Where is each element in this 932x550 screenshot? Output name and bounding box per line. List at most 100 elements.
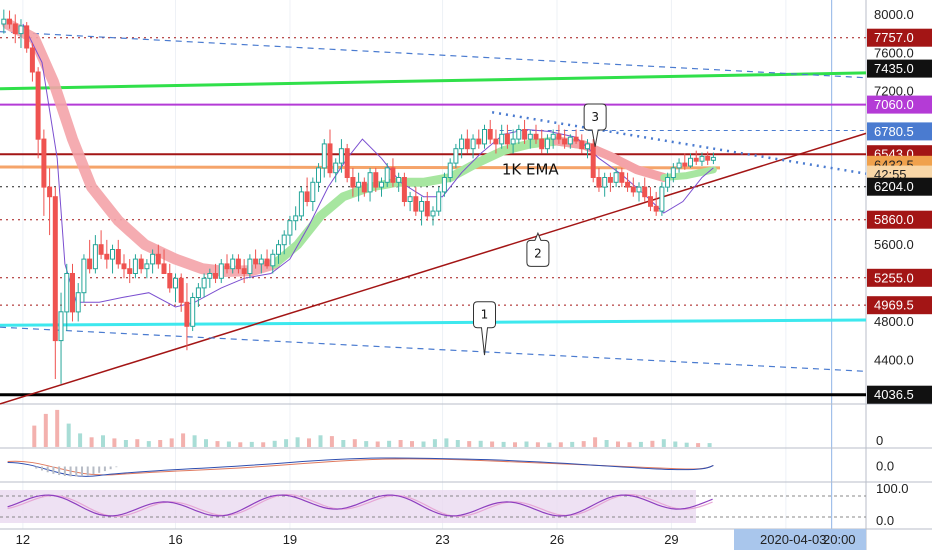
macd-histogram-bar	[115, 466, 118, 468]
candle-body	[533, 133, 539, 140]
price-label: 7600.0	[874, 45, 914, 60]
macd-histogram-bar	[92, 466, 95, 475]
candle-body	[230, 258, 236, 270]
volume-bar	[513, 442, 517, 447]
candle-body	[573, 136, 579, 142]
candle-body	[619, 172, 625, 183]
volume-bar	[375, 441, 380, 447]
candle-body	[567, 136, 573, 145]
cyan-support-line	[0, 318, 867, 327]
volume-bar	[455, 440, 460, 447]
candle-body	[241, 268, 247, 275]
macd-histogram-bar	[40, 466, 43, 471]
candle-body	[556, 133, 562, 140]
price-label: 7757.0	[874, 30, 914, 45]
volume-bar	[467, 441, 472, 447]
macd-histogram-bar	[35, 466, 38, 469]
candle-body	[12, 23, 18, 35]
callout-label: 3	[591, 110, 599, 124]
candle-body	[7, 18, 12, 25]
volume-bar	[547, 442, 552, 447]
candle-body	[390, 167, 396, 183]
candle-body	[35, 71, 41, 140]
volume-bar	[432, 439, 437, 447]
price-label: 6204.0	[874, 179, 914, 194]
candle-body	[64, 273, 70, 313]
candle-body	[121, 263, 127, 270]
volume-bar	[627, 442, 632, 447]
candle-body	[676, 162, 682, 169]
price-label: 5860.0	[874, 212, 914, 227]
price-label: 7200.0	[874, 84, 914, 99]
price-label: 7060.0	[874, 97, 914, 112]
macd-line	[7, 457, 714, 477]
candle-body	[52, 196, 58, 342]
candle-body	[636, 186, 642, 193]
volume-bar	[261, 442, 266, 447]
candle-body	[413, 196, 419, 212]
price-label: 6780.5	[874, 124, 914, 139]
candle-body	[459, 138, 465, 150]
candle-body	[1, 18, 7, 25]
price-label-box	[867, 268, 932, 287]
volume-bar	[112, 438, 117, 447]
stoch-k-line	[7, 494, 713, 517]
price-label-box	[867, 95, 932, 114]
blue-dot-fall-line	[491, 111, 867, 175]
macd-histogram-bar	[58, 466, 61, 476]
macd-axis-label: 0.0	[876, 459, 894, 474]
volume-bar	[55, 409, 60, 447]
candle-body	[87, 258, 93, 270]
volume-bar	[604, 440, 609, 447]
stoch-d-line	[7, 493, 713, 518]
price-label: 5255.0	[874, 270, 914, 285]
price-label-box	[867, 177, 932, 196]
candle-body	[596, 177, 602, 188]
candle-body	[350, 177, 356, 188]
candle-body	[384, 167, 390, 183]
price-label-box	[867, 296, 932, 315]
candle-body	[316, 167, 321, 183]
ema-band-bearish	[2, 18, 281, 277]
callout-label: 1	[481, 308, 489, 322]
candle-body	[653, 205, 659, 212]
candle-body	[70, 273, 75, 313]
candle-body	[138, 258, 144, 270]
candle-body	[522, 129, 528, 140]
candle-body	[47, 186, 53, 198]
candle-body	[81, 258, 87, 294]
price-label: 4036.5	[874, 387, 914, 402]
candle-body	[287, 220, 293, 236]
candle-body	[132, 258, 138, 275]
candle-body	[24, 25, 30, 49]
candle-body	[504, 133, 510, 145]
candle-body	[710, 156, 716, 161]
volume-bar	[204, 439, 208, 447]
candle-body	[550, 133, 556, 140]
candle-body	[493, 138, 499, 145]
price-label-box	[867, 59, 932, 78]
candle-body	[178, 277, 184, 303]
volume-bar	[501, 441, 506, 447]
stoch-axis-label: 0.0	[876, 513, 894, 528]
candle-body	[258, 258, 264, 265]
candle-body	[98, 244, 104, 255]
candle-body	[333, 162, 339, 174]
x-tick-label: 23	[435, 532, 449, 547]
volume-bar	[238, 442, 243, 447]
candle-body	[379, 181, 384, 188]
price-label: 8000.0	[874, 7, 914, 22]
candle-body	[155, 253, 161, 265]
volume-bar	[410, 441, 414, 447]
callout-label: 2	[534, 246, 542, 260]
candle-body	[253, 258, 259, 265]
macd-histogram-bar	[69, 466, 72, 477]
candle-body	[401, 177, 407, 202]
stoch-axis-label: 100.0	[876, 481, 909, 496]
volume-bar	[707, 443, 712, 447]
volume-bar	[398, 440, 403, 447]
green-resistance-line	[0, 71, 867, 91]
candle-body	[407, 196, 413, 202]
ema-band-bearish	[552, 136, 669, 182]
